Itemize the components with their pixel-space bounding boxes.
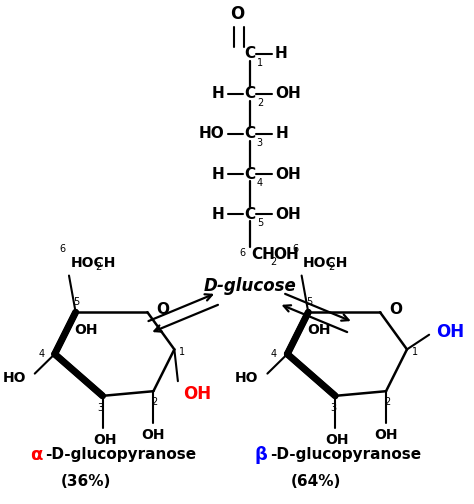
Text: 2: 2: [384, 397, 391, 407]
Text: 4: 4: [38, 349, 45, 359]
Text: 2: 2: [257, 98, 263, 108]
Text: OH: OH: [275, 207, 301, 222]
Text: (36%): (36%): [61, 474, 111, 489]
Text: H: H: [275, 46, 288, 61]
Text: OH: OH: [326, 432, 349, 447]
Text: O: O: [156, 302, 169, 318]
Text: (64%): (64%): [291, 474, 341, 489]
Text: OH: OH: [183, 385, 211, 403]
Text: 5: 5: [257, 218, 263, 228]
Text: OH: OH: [93, 432, 117, 447]
Text: 3: 3: [257, 138, 263, 148]
Text: 5: 5: [73, 297, 80, 307]
Text: 1: 1: [257, 58, 263, 68]
Text: 1: 1: [179, 347, 185, 357]
Text: -D-glucopyranose: -D-glucopyranose: [270, 447, 421, 462]
Text: 2: 2: [95, 262, 101, 272]
Text: 2: 2: [152, 397, 158, 407]
Text: OH: OH: [374, 428, 398, 442]
Text: 3: 3: [330, 403, 336, 413]
Text: β: β: [254, 446, 267, 464]
Text: C: C: [244, 207, 255, 222]
Text: 6: 6: [59, 243, 65, 254]
Text: OH: OH: [273, 247, 300, 262]
Text: 4: 4: [257, 178, 263, 188]
Text: CH: CH: [251, 247, 275, 262]
Text: 1: 1: [412, 347, 418, 357]
Text: C: C: [244, 46, 255, 61]
Text: OH: OH: [275, 167, 301, 181]
Text: 6: 6: [292, 243, 298, 254]
Text: -D-glucopyranose: -D-glucopyranose: [45, 447, 196, 462]
Text: 2: 2: [270, 257, 276, 267]
Text: O: O: [389, 302, 402, 318]
Text: HO: HO: [235, 371, 258, 386]
Text: 6: 6: [239, 248, 245, 258]
Text: 2: 2: [328, 262, 334, 272]
Text: 4: 4: [271, 349, 277, 359]
Text: HO: HO: [198, 127, 224, 142]
Text: O: O: [230, 5, 245, 23]
Text: H: H: [211, 167, 224, 181]
Text: OH: OH: [74, 323, 98, 337]
Text: OH: OH: [142, 428, 165, 442]
Text: C: C: [244, 86, 255, 101]
Text: OH: OH: [275, 86, 301, 101]
Text: HOCH: HOCH: [70, 256, 116, 270]
Text: 3: 3: [97, 403, 103, 413]
Text: H: H: [211, 86, 224, 101]
Text: C: C: [244, 167, 255, 181]
Text: H: H: [211, 207, 224, 222]
Text: 5: 5: [306, 297, 312, 307]
Text: D-glucose: D-glucose: [203, 277, 296, 295]
Text: α: α: [30, 446, 43, 464]
Text: OH: OH: [307, 323, 331, 337]
Text: HOCH: HOCH: [303, 256, 348, 270]
Text: C: C: [244, 127, 255, 142]
Text: OH: OH: [436, 323, 464, 341]
Text: H: H: [275, 127, 288, 142]
Text: HO: HO: [2, 371, 26, 386]
